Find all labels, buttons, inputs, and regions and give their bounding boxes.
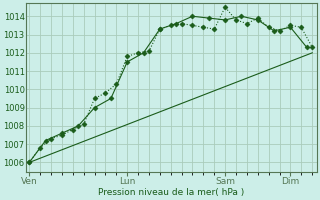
X-axis label: Pression niveau de la mer( hPa ): Pression niveau de la mer( hPa ) xyxy=(98,188,244,197)
